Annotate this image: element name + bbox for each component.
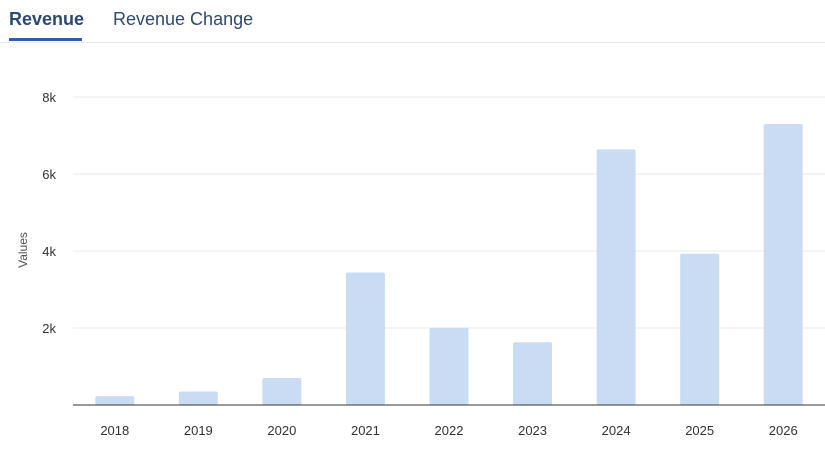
bar-2025[interactable] — [680, 253, 720, 405]
tab-revenue-change[interactable]: Revenue Change — [113, 9, 254, 29]
tab-bar: Revenue Revenue Change — [0, 0, 825, 43]
y-tick-label: 6k — [42, 167, 56, 182]
y-tick-labels: 2k 4k 6k 8k — [42, 90, 56, 336]
bar-2018[interactable] — [95, 396, 135, 405]
bar-2023[interactable] — [513, 342, 553, 405]
revenue-bar-chart: 2k 4k 6k 8k 2018 2019 2020 2021 2022 2023 2024 202… — [16, 90, 825, 438]
bar-2024[interactable] — [596, 149, 636, 405]
tab-revenue[interactable]: Revenue — [9, 9, 85, 29]
x-tick-label: 2021 — [351, 423, 380, 438]
y-tick-label: 4k — [42, 244, 56, 259]
x-tick-label: 2025 — [685, 423, 714, 438]
x-tick-label: 2023 — [518, 423, 547, 438]
y-tick-label: 8k — [42, 90, 56, 105]
x-tick-label: 2020 — [267, 423, 296, 438]
x-tick-label: 2019 — [184, 423, 213, 438]
bar-2022[interactable] — [429, 327, 469, 405]
x-tick-label: 2018 — [100, 423, 129, 438]
x-tick-labels: 2018 2019 2020 2021 2022 2023 2024 2025 2026 — [100, 423, 797, 438]
bar-2020[interactable] — [262, 378, 302, 405]
bars — [95, 123, 803, 405]
x-tick-label: 2026 — [769, 423, 798, 438]
x-tick-label: 2022 — [435, 423, 464, 438]
y-axis-title: Values — [16, 232, 30, 268]
bar-2026[interactable] — [763, 123, 803, 405]
y-tick-label: 2k — [42, 321, 56, 336]
bar-2019[interactable] — [178, 391, 218, 405]
bar-2021[interactable] — [345, 272, 385, 405]
active-tab-indicator — [9, 38, 82, 41]
x-tick-label: 2024 — [602, 423, 631, 438]
